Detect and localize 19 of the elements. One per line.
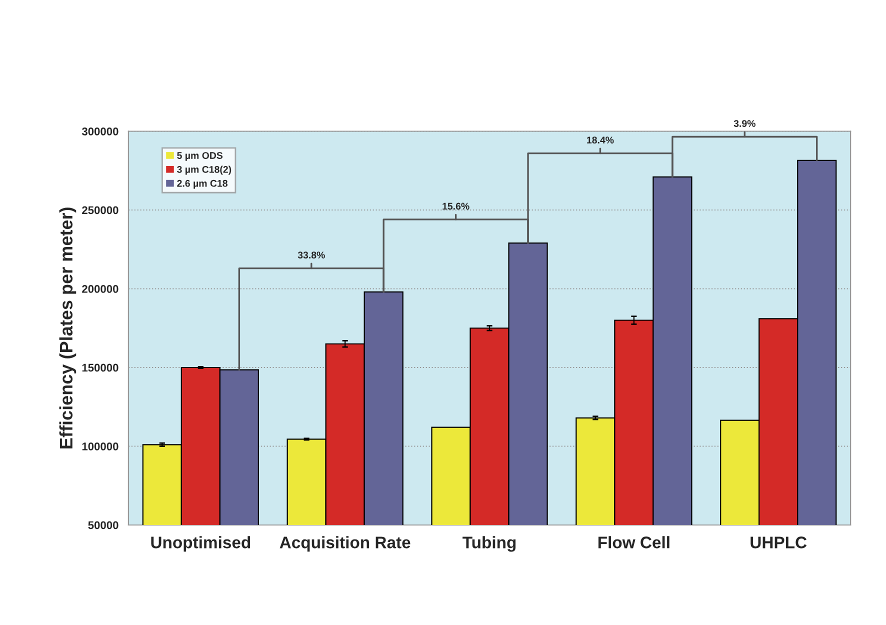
- legend-label: 5 µm ODS: [177, 152, 223, 161]
- y-tick-label: 250000: [82, 206, 118, 214]
- annotation: 18.4%: [587, 136, 614, 144]
- text: 3.9%: [734, 120, 756, 127]
- x-tick-label: UHPLC: [750, 536, 807, 548]
- legend-label: 2.6 µm C18: [177, 180, 228, 189]
- y-tick-label: 300000: [82, 128, 118, 136]
- x-tick-label: Acquisition Rate: [280, 536, 410, 552]
- annotation: 33.8%: [298, 252, 325, 258]
- y-tick-label: 50000: [88, 521, 118, 530]
- y-tick-label: 200000: [82, 285, 118, 293]
- x-tick-label: Flow Cell: [598, 536, 670, 548]
- annotation: 15.6%: [442, 202, 470, 210]
- x-tick-label: Unoptimised: [151, 536, 250, 552]
- x-tick-label: Tubing: [462, 536, 516, 552]
- y-axis-title: Efficiency (Plates per meter): [59, 208, 76, 448]
- y-tick-label: 150000: [82, 364, 118, 372]
- y-tick-label: 100000: [82, 442, 118, 450]
- legend-label: 3 µm C18(2): [177, 166, 232, 175]
